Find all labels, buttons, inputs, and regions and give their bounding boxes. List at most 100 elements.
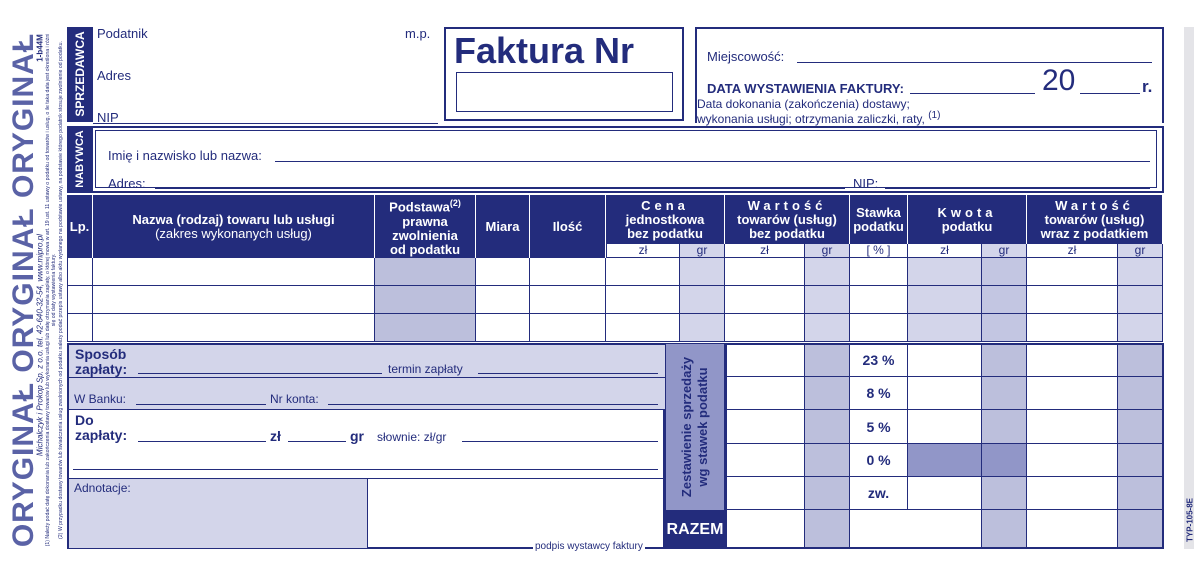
summary-cell: 0 % — [850, 444, 908, 477]
text: zapłaty: — [75, 361, 128, 377]
text: wraz z podatkiem — [1040, 225, 1149, 241]
subheader: zł — [908, 244, 982, 258]
summary-cell — [1027, 377, 1118, 410]
header-line: bez podatku — [749, 226, 825, 241]
buyer-label: NABYWCA — [74, 130, 86, 188]
summary-cell: 23 % — [850, 343, 908, 377]
text: Nazwa (rodzaj) towaru lub usługi — [132, 211, 335, 227]
table-cell — [476, 286, 530, 314]
summary-cell — [805, 377, 850, 410]
unit: zł — [270, 428, 281, 444]
summary-cell — [805, 477, 850, 510]
summary-cell — [1027, 410, 1118, 444]
column-header: Wartość towarów (usług) wraz z podatkiem — [1027, 195, 1163, 244]
delivery-label: Data dokonania (zakończenia) dostawy; wyk… — [697, 98, 940, 125]
column-header: Ilość — [530, 195, 606, 258]
summary-cell — [1027, 477, 1118, 510]
subheader: gr — [805, 244, 850, 258]
text: Zestawienie sprzedaży — [679, 356, 694, 498]
summary-cell — [725, 377, 805, 410]
summary-cell — [805, 510, 850, 549]
subheader: [ % ] — [850, 244, 908, 258]
unit: gr — [350, 428, 364, 444]
field-label: Miejscowość: — [707, 49, 785, 64]
rule — [462, 441, 658, 442]
rule — [367, 478, 665, 479]
text: Wartość — [747, 197, 827, 213]
summary-cell — [725, 343, 805, 377]
field-label: Adres: — [108, 176, 146, 191]
rule — [155, 188, 845, 189]
summary-cell — [908, 510, 982, 549]
table-cell — [982, 258, 1027, 286]
field-label: W Banku: — [74, 392, 127, 406]
text: towarów (usług) — [737, 211, 837, 227]
payment-box — [67, 343, 665, 549]
field-label: Adnotacje: — [74, 481, 131, 495]
summary-cell — [1027, 444, 1118, 477]
summary-cell — [908, 444, 982, 477]
field-label: słownie: zł/gr — [377, 430, 447, 444]
table-cell — [606, 258, 680, 286]
table-cell — [850, 314, 908, 342]
summary-cell — [805, 343, 850, 377]
table-cell — [67, 286, 93, 314]
subheader: zł — [725, 244, 805, 258]
label-box — [67, 27, 93, 122]
table-cell — [850, 258, 908, 286]
summary-cell — [1027, 343, 1118, 377]
text: prawna — [402, 213, 448, 229]
column-header: Kwota podatku — [908, 195, 1027, 244]
table-cell — [908, 314, 982, 342]
text: podatku — [941, 218, 993, 234]
column-header: Stawka podatku — [850, 195, 908, 244]
footnote-ref: (1) — [928, 110, 941, 121]
table-cell — [606, 286, 680, 314]
summary-cell: zw. — [850, 477, 908, 510]
table-cell — [680, 258, 725, 286]
rule — [328, 404, 658, 405]
table-cell — [1027, 286, 1118, 314]
summary-cell — [982, 343, 1027, 377]
summary-cell — [1118, 477, 1163, 510]
signature-label: podpis wystawcy faktury — [533, 541, 645, 552]
text: Ilość — [552, 218, 583, 234]
year-suffix: r. — [1142, 77, 1153, 96]
header-line: prawna — [402, 213, 448, 229]
text: 0 % — [866, 452, 891, 468]
header-line: Cena — [641, 197, 689, 213]
summary-cell — [725, 410, 805, 444]
year-prefix: 20 — [1042, 64, 1076, 97]
text: 8 % — [866, 385, 891, 401]
summary-cell — [725, 510, 805, 549]
header-line: Wartość — [747, 197, 827, 213]
header-line: towarów (usług) — [1045, 212, 1145, 227]
table-cell — [375, 314, 476, 342]
table-cell — [530, 286, 606, 314]
text: (2) — [449, 198, 461, 209]
summary-cell — [1027, 510, 1118, 549]
payment-label: Sposób zapłaty: — [75, 347, 127, 377]
subheader: zł — [606, 244, 680, 258]
table-cell — [805, 286, 850, 314]
subheader: zł — [1027, 244, 1118, 258]
form-type: TYP-105-8E — [1185, 497, 1195, 543]
footnote: (1) Należy podać datę dokonania lub zako… — [45, 33, 57, 547]
text: Podstawa — [389, 199, 450, 215]
field-label: Nr konta: — [270, 392, 319, 406]
header-line: Ilość — [552, 218, 583, 234]
text: Wartość — [1055, 197, 1134, 213]
text: Stawka — [856, 204, 901, 220]
header-line: od podatku — [390, 242, 460, 257]
header-line: Podstawa(2) — [389, 196, 461, 214]
table-cell — [1027, 258, 1118, 286]
table-cell — [850, 286, 908, 314]
table-cell — [93, 258, 375, 286]
summary-cell — [805, 410, 850, 444]
total-label: RAZEM — [665, 510, 725, 549]
summary-label-box — [665, 343, 725, 511]
rule — [1080, 93, 1140, 94]
text: zapłaty: — [75, 427, 128, 443]
publisher: Michalczyk i Prokop Sp. z o.o. tel. 42-6… — [35, 234, 45, 456]
text: Cena — [641, 197, 689, 213]
